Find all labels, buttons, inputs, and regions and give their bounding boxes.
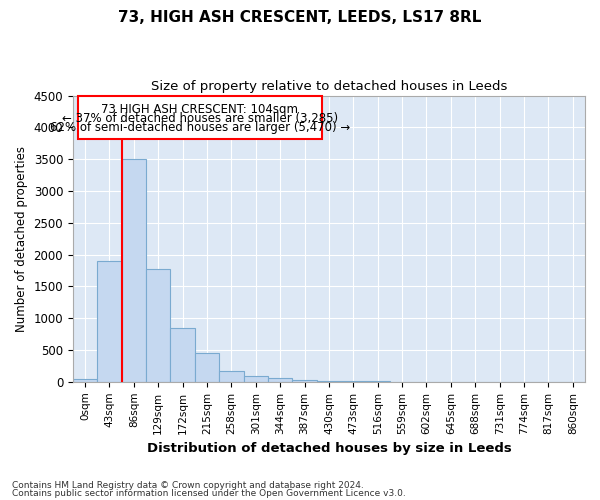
Text: Contains HM Land Registry data © Crown copyright and database right 2024.: Contains HM Land Registry data © Crown c… bbox=[12, 481, 364, 490]
Text: ← 37% of detached houses are smaller (3,285): ← 37% of detached houses are smaller (3,… bbox=[62, 112, 338, 125]
Bar bbox=[341, 381, 365, 382]
Title: Size of property relative to detached houses in Leeds: Size of property relative to detached ho… bbox=[151, 80, 507, 93]
Text: 73, HIGH ASH CRESCENT, LEEDS, LS17 8RL: 73, HIGH ASH CRESCENT, LEEDS, LS17 8RL bbox=[118, 10, 482, 25]
Bar bbox=[244, 376, 268, 382]
Bar bbox=[268, 378, 292, 382]
Bar bbox=[195, 353, 219, 382]
Bar bbox=[170, 328, 195, 382]
FancyBboxPatch shape bbox=[78, 96, 322, 139]
Bar bbox=[317, 381, 341, 382]
X-axis label: Distribution of detached houses by size in Leeds: Distribution of detached houses by size … bbox=[146, 442, 511, 455]
Bar bbox=[146, 268, 170, 382]
Bar bbox=[292, 380, 317, 382]
Text: 73 HIGH ASH CRESCENT: 104sqm: 73 HIGH ASH CRESCENT: 104sqm bbox=[101, 103, 298, 116]
Bar bbox=[97, 261, 122, 382]
Text: 62% of semi-detached houses are larger (5,470) →: 62% of semi-detached houses are larger (… bbox=[50, 121, 350, 134]
Bar bbox=[122, 159, 146, 382]
Bar bbox=[219, 370, 244, 382]
Text: Contains public sector information licensed under the Open Government Licence v3: Contains public sector information licen… bbox=[12, 488, 406, 498]
Bar bbox=[73, 378, 97, 382]
Y-axis label: Number of detached properties: Number of detached properties bbox=[15, 146, 28, 332]
